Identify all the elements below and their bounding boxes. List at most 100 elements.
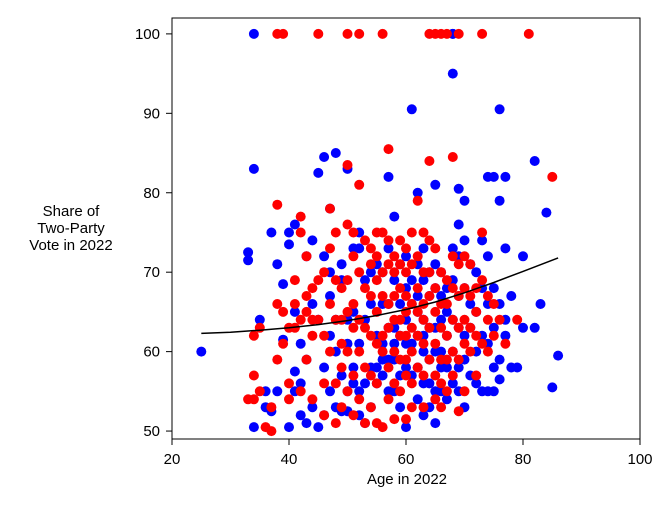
blue-point-32 bbox=[313, 422, 324, 433]
red-point-59 bbox=[342, 306, 353, 317]
blue-point-68 bbox=[365, 267, 376, 278]
red-point-199 bbox=[471, 370, 482, 381]
red-point-40 bbox=[319, 410, 330, 421]
red-point-79 bbox=[365, 243, 376, 254]
blue-point-201 bbox=[518, 251, 528, 262]
red-point-87 bbox=[371, 275, 382, 286]
red-point-60 bbox=[342, 346, 353, 357]
blue-point-171 bbox=[471, 267, 482, 278]
red-point-103 bbox=[383, 322, 394, 333]
red-point-76 bbox=[360, 322, 370, 333]
red-point-61 bbox=[342, 386, 353, 397]
x-axis-title: Age in 2022 bbox=[367, 471, 447, 488]
blue-point-41 bbox=[325, 386, 335, 397]
blue-point-35 bbox=[319, 362, 330, 373]
x-tick-label-100: 100 bbox=[627, 451, 652, 468]
blue-point-1 bbox=[243, 247, 254, 258]
red-point-71 bbox=[354, 314, 365, 325]
red-point-170 bbox=[441, 275, 452, 286]
red-point-86 bbox=[371, 251, 382, 262]
red-point-208 bbox=[488, 330, 499, 341]
red-point-122 bbox=[401, 291, 411, 301]
red-point-55 bbox=[342, 28, 353, 39]
red-point-65 bbox=[348, 322, 359, 333]
blue-point-184 bbox=[488, 171, 499, 182]
red-point-153 bbox=[424, 322, 435, 333]
blue-point-111 bbox=[412, 291, 423, 301]
blue-point-105 bbox=[406, 275, 417, 286]
red-point-121 bbox=[401, 267, 411, 278]
red-point-29 bbox=[301, 354, 312, 365]
blue-point-195 bbox=[500, 243, 511, 254]
blue-point-120 bbox=[418, 346, 429, 357]
red-point-159 bbox=[430, 338, 441, 349]
red-point-149 bbox=[424, 156, 435, 166]
red-point-102 bbox=[383, 299, 394, 309]
red-point-72 bbox=[354, 346, 365, 357]
blue-point-117 bbox=[418, 275, 429, 286]
red-point-175 bbox=[447, 152, 458, 162]
blue-point-161 bbox=[459, 195, 470, 206]
red-point-39 bbox=[319, 378, 330, 389]
red-point-43 bbox=[325, 299, 335, 309]
red-point-52 bbox=[336, 338, 347, 349]
red-point-213 bbox=[547, 171, 558, 182]
red-point-14 bbox=[278, 338, 289, 349]
red-point-62 bbox=[348, 227, 359, 238]
red-point-2 bbox=[248, 370, 259, 381]
blue-point-175 bbox=[477, 235, 488, 246]
x-tick-label-20: 20 bbox=[164, 451, 181, 468]
blue-point-42 bbox=[330, 148, 341, 158]
blue-point-159 bbox=[453, 362, 464, 373]
blue-point-200 bbox=[512, 362, 523, 373]
red-point-77 bbox=[360, 362, 370, 373]
red-point-156 bbox=[430, 243, 441, 254]
y-axis-title-line-3: Vote in 2022 bbox=[29, 237, 112, 254]
red-point-146 bbox=[418, 370, 429, 381]
blue-point-162 bbox=[459, 235, 470, 246]
blue-point-9 bbox=[266, 227, 277, 238]
red-point-204 bbox=[482, 291, 493, 301]
red-point-45 bbox=[330, 227, 341, 238]
red-point-7 bbox=[266, 426, 277, 437]
blue-point-16 bbox=[284, 422, 294, 433]
red-point-58 bbox=[342, 275, 353, 286]
y-axis-title-line-2: Two-Party bbox=[37, 220, 105, 237]
blue-point-149 bbox=[447, 243, 458, 254]
red-point-119 bbox=[395, 386, 406, 397]
blue-point-198 bbox=[506, 291, 517, 301]
red-point-195 bbox=[465, 346, 476, 357]
red-point-36 bbox=[313, 28, 324, 39]
red-point-41 bbox=[325, 203, 335, 214]
y-tick-label-100: 100 bbox=[135, 26, 160, 43]
red-point-184 bbox=[453, 322, 464, 333]
red-point-206 bbox=[482, 346, 493, 357]
blue-point-189 bbox=[494, 104, 505, 115]
blue-point-82 bbox=[383, 243, 394, 254]
blue-point-80 bbox=[377, 370, 388, 381]
blue-point-21 bbox=[295, 378, 306, 389]
red-point-130 bbox=[406, 299, 417, 309]
blue-point-115 bbox=[412, 394, 423, 405]
red-point-99 bbox=[383, 144, 394, 155]
blue-point-188 bbox=[488, 386, 499, 397]
red-point-171 bbox=[441, 299, 452, 309]
red-point-107 bbox=[389, 267, 400, 278]
y-axis-title-line-1: Share of bbox=[43, 203, 101, 220]
blue-point-103 bbox=[401, 422, 411, 433]
red-point-194 bbox=[465, 322, 476, 333]
red-point-69 bbox=[354, 179, 365, 190]
blue-point-66 bbox=[360, 378, 370, 389]
blue-point-129 bbox=[430, 179, 441, 190]
blue-point-14 bbox=[284, 239, 294, 250]
blue-point-174 bbox=[471, 378, 482, 389]
y-tick-label-50: 50 bbox=[143, 423, 160, 440]
red-point-136 bbox=[412, 251, 423, 262]
red-point-189 bbox=[459, 314, 470, 325]
red-point-209 bbox=[494, 314, 505, 325]
red-point-105 bbox=[383, 394, 394, 405]
red-point-10 bbox=[272, 299, 283, 309]
blue-point-192 bbox=[494, 354, 505, 365]
red-point-98 bbox=[377, 422, 388, 433]
